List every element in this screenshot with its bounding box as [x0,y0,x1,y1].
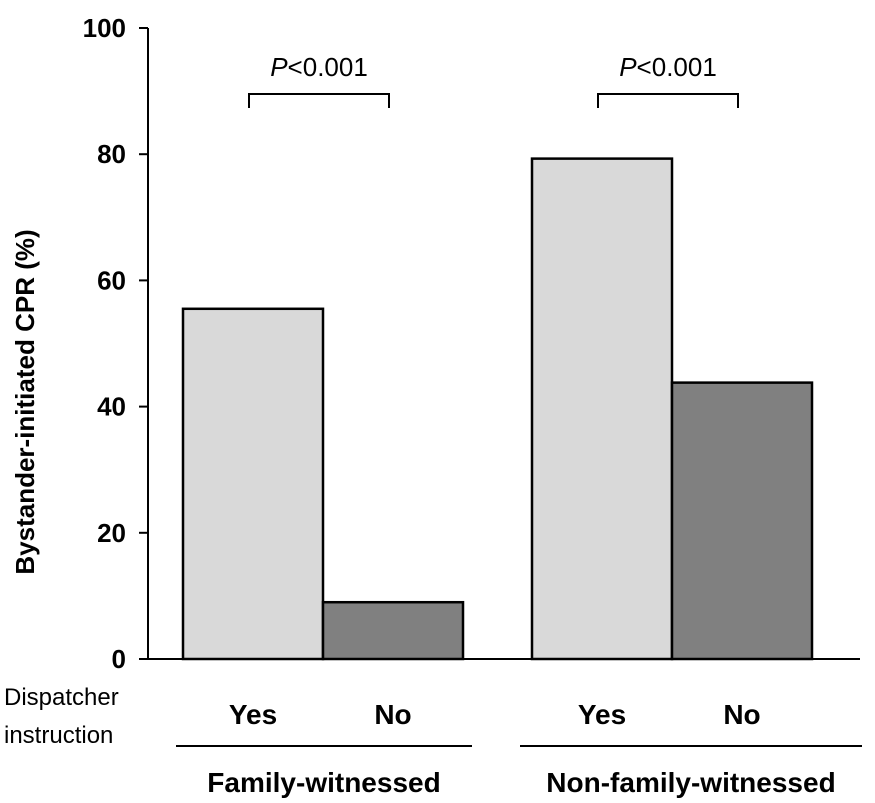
y-tick-label: 0 [112,644,126,674]
y-tick-label: 60 [97,265,126,295]
x-category-label: Yes [578,699,626,730]
y-tick-label: 100 [83,13,126,43]
bar [530,157,674,661]
row-label-dispatcher: Dispatcher [4,684,119,711]
bar [181,307,325,661]
group-label: Non-family-witnessed [546,767,835,798]
x-category-label: No [723,699,760,730]
bars [181,157,814,661]
x-labels: Yes No Family-witnessed Yes No Non-family-wit… [176,699,862,798]
group-label: Family-witnessed [207,767,440,798]
x-category-label: No [374,699,411,730]
y-axis-title: Bystander-initiated CPR (%) [10,229,40,574]
x-category-label: Yes [229,699,277,730]
annotations: P<0.001 P<0.001 [248,52,739,108]
row-label-instruction: instruction [4,722,113,749]
bar [321,600,465,661]
bar [670,381,814,661]
p-value-annotation: P<0.001 [619,52,717,82]
p-value-annotation: P<0.001 [270,52,368,82]
y-tick-label: 40 [97,392,126,422]
significance-bracket [248,93,390,108]
y-tick-label: 20 [97,518,126,548]
y-tick-label: 80 [97,139,126,169]
significance-bracket [597,93,739,108]
